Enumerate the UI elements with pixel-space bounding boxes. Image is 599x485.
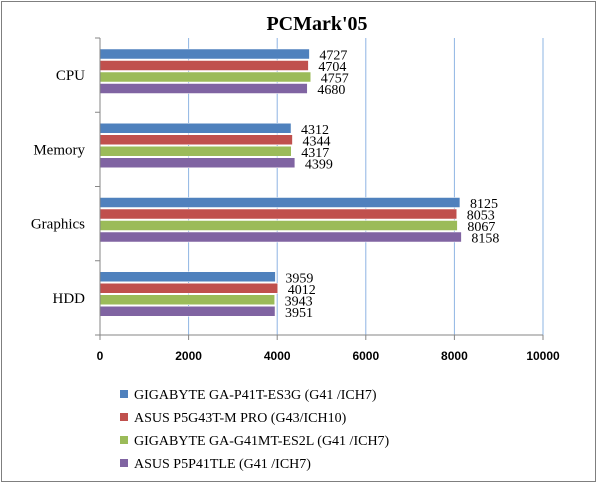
bar — [99, 60, 309, 71]
data-label: 4317 — [301, 146, 329, 161]
legend-swatch — [120, 436, 128, 444]
legend-label: GIGABYTE GA-P41T-ES3G (G41 /ICH7) — [134, 388, 377, 403]
bar — [99, 220, 458, 231]
bar — [99, 231, 462, 243]
data-label: 4399 — [305, 157, 333, 172]
bar — [99, 208, 457, 220]
data-label: 8067 — [467, 220, 495, 235]
bar — [99, 123, 292, 134]
legend-swatch — [120, 390, 128, 398]
category-label: CPU — [56, 68, 85, 84]
bar — [99, 146, 292, 157]
data-label: 3959 — [285, 271, 313, 286]
legend-label: GIGABYTE GA-G41MT-ES2L (G41 /ICH7) — [134, 434, 390, 449]
bar — [99, 134, 293, 145]
data-label: 4757 — [321, 72, 349, 87]
legend-label: ASUS P5G43T-M PRO (G43/ICH10) — [134, 411, 347, 426]
x-tick-label: 10000 — [526, 349, 560, 363]
category-label: HDD — [53, 291, 86, 307]
bar — [99, 83, 308, 94]
bar — [99, 197, 461, 208]
category-label: Memory — [33, 142, 85, 158]
x-tick-label: 4000 — [264, 349, 291, 363]
bar — [99, 48, 310, 60]
data-label: 8125 — [470, 197, 498, 212]
bar — [99, 294, 275, 305]
axes: 0 2000 4000 6000 8000 10000 CPU Memory Graphics H… — [31, 37, 560, 363]
data-label: 4704 — [318, 60, 346, 75]
bar — [99, 157, 296, 168]
bar — [99, 283, 278, 294]
legend-swatch — [120, 413, 128, 421]
data-label: 4344 — [302, 134, 330, 149]
data-label: 8158 — [471, 232, 499, 247]
x-tick-label: 2000 — [175, 349, 202, 363]
bar — [99, 306, 276, 317]
data-label: 3943 — [285, 294, 313, 309]
legend: GIGABYTE GA-P41T-ES3G (G41 /ICH7) ASUS P5… — [120, 388, 390, 472]
bar — [99, 71, 311, 83]
data-label: 3951 — [285, 306, 313, 321]
data-label: 4012 — [288, 283, 316, 298]
legend-swatch — [120, 459, 128, 467]
x-tick-label: 8000 — [441, 349, 468, 363]
data-label: 4727 — [319, 49, 347, 64]
legend-label: ASUS P5P41TLE (G41 /ICH7) — [134, 457, 311, 472]
data-label: 8053 — [467, 209, 495, 224]
chart-title: PCMark'05 — [266, 13, 367, 35]
data-label: 4312 — [301, 123, 329, 138]
category-label: Graphics — [31, 217, 85, 233]
bar — [99, 271, 276, 282]
x-tick-label: 6000 — [352, 349, 379, 363]
data-label: 4680 — [317, 83, 345, 98]
x-tick-label: 0 — [97, 349, 104, 363]
